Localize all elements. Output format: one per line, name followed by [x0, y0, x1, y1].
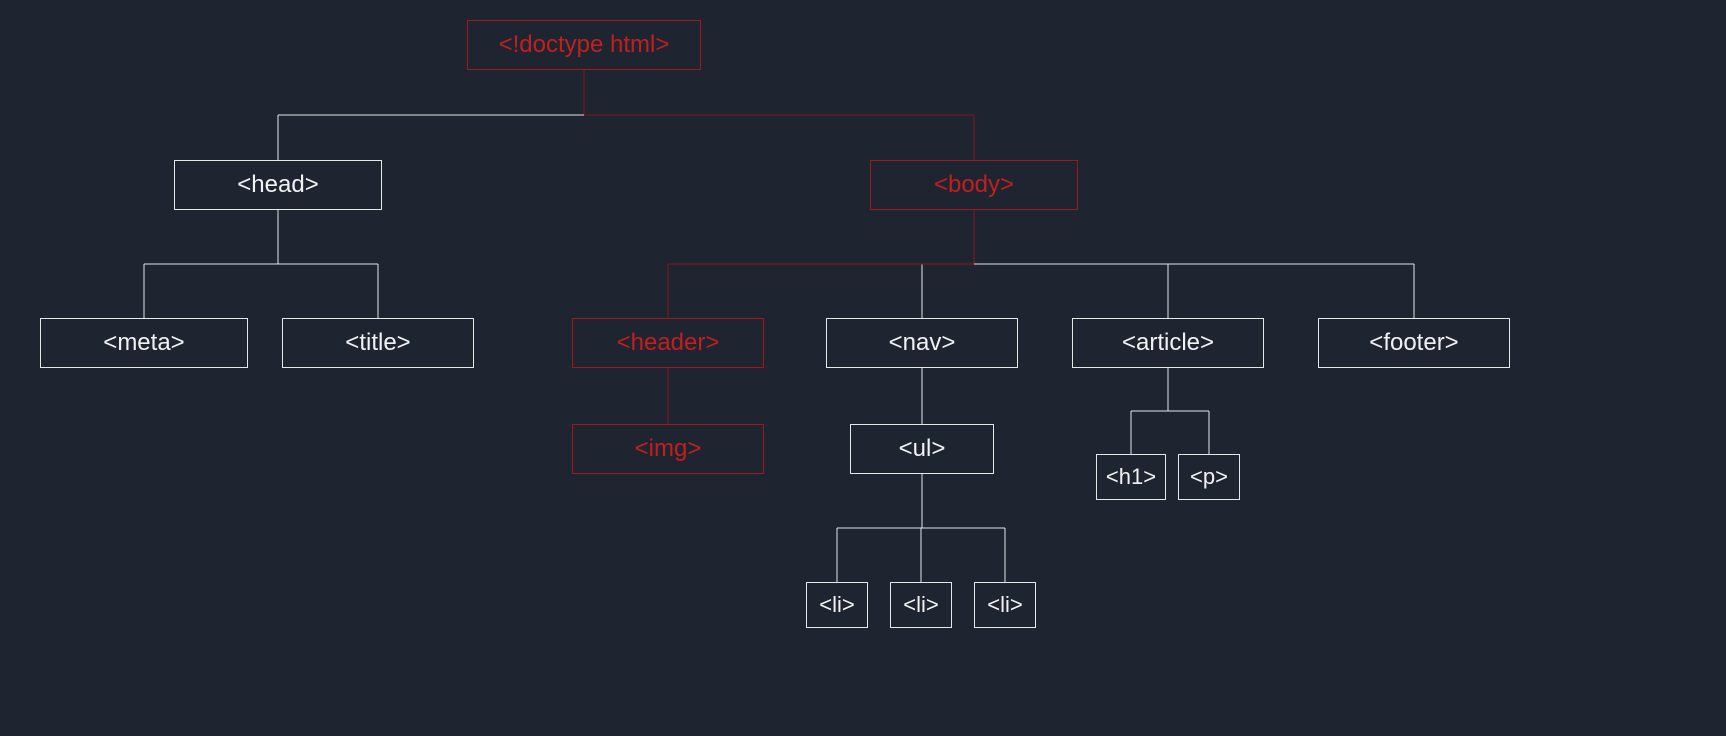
node-label: <li> [987, 592, 1022, 618]
node-label: <nav> [889, 329, 956, 357]
node-label: <li> [819, 592, 854, 618]
node-li2: <li> [890, 582, 952, 628]
node-h1: <h1> [1096, 454, 1166, 500]
node-meta: <meta> [40, 318, 248, 368]
node-header: <header> [572, 318, 764, 368]
node-p: <p> [1178, 454, 1240, 500]
node-label: <meta> [103, 329, 184, 357]
node-article: <article> [1072, 318, 1264, 368]
node-label: <article> [1122, 329, 1214, 357]
node-img: <img> [572, 424, 764, 474]
node-label: <title> [345, 329, 410, 357]
node-li3: <li> [974, 582, 1036, 628]
node-title: <title> [282, 318, 474, 368]
node-label: <h1> [1106, 464, 1156, 490]
node-nav: <nav> [826, 318, 1018, 368]
node-label: <!doctype html> [499, 31, 670, 59]
node-label: <ul> [899, 435, 946, 463]
node-label: <header> [617, 329, 720, 357]
node-li1: <li> [806, 582, 868, 628]
node-doctype: <!doctype html> [467, 20, 701, 70]
diagram-canvas: <!doctype html> <head> <body> <meta> <title>… [0, 0, 1726, 736]
node-label: <footer> [1369, 329, 1458, 357]
node-label: <li> [903, 592, 938, 618]
node-footer: <footer> [1318, 318, 1510, 368]
node-ul: <ul> [850, 424, 994, 474]
node-label: <img> [635, 435, 702, 463]
node-label: <p> [1190, 464, 1228, 490]
node-head: <head> [174, 160, 382, 210]
node-label: <head> [237, 171, 318, 199]
node-label: <body> [934, 171, 1014, 199]
node-body: <body> [870, 160, 1078, 210]
